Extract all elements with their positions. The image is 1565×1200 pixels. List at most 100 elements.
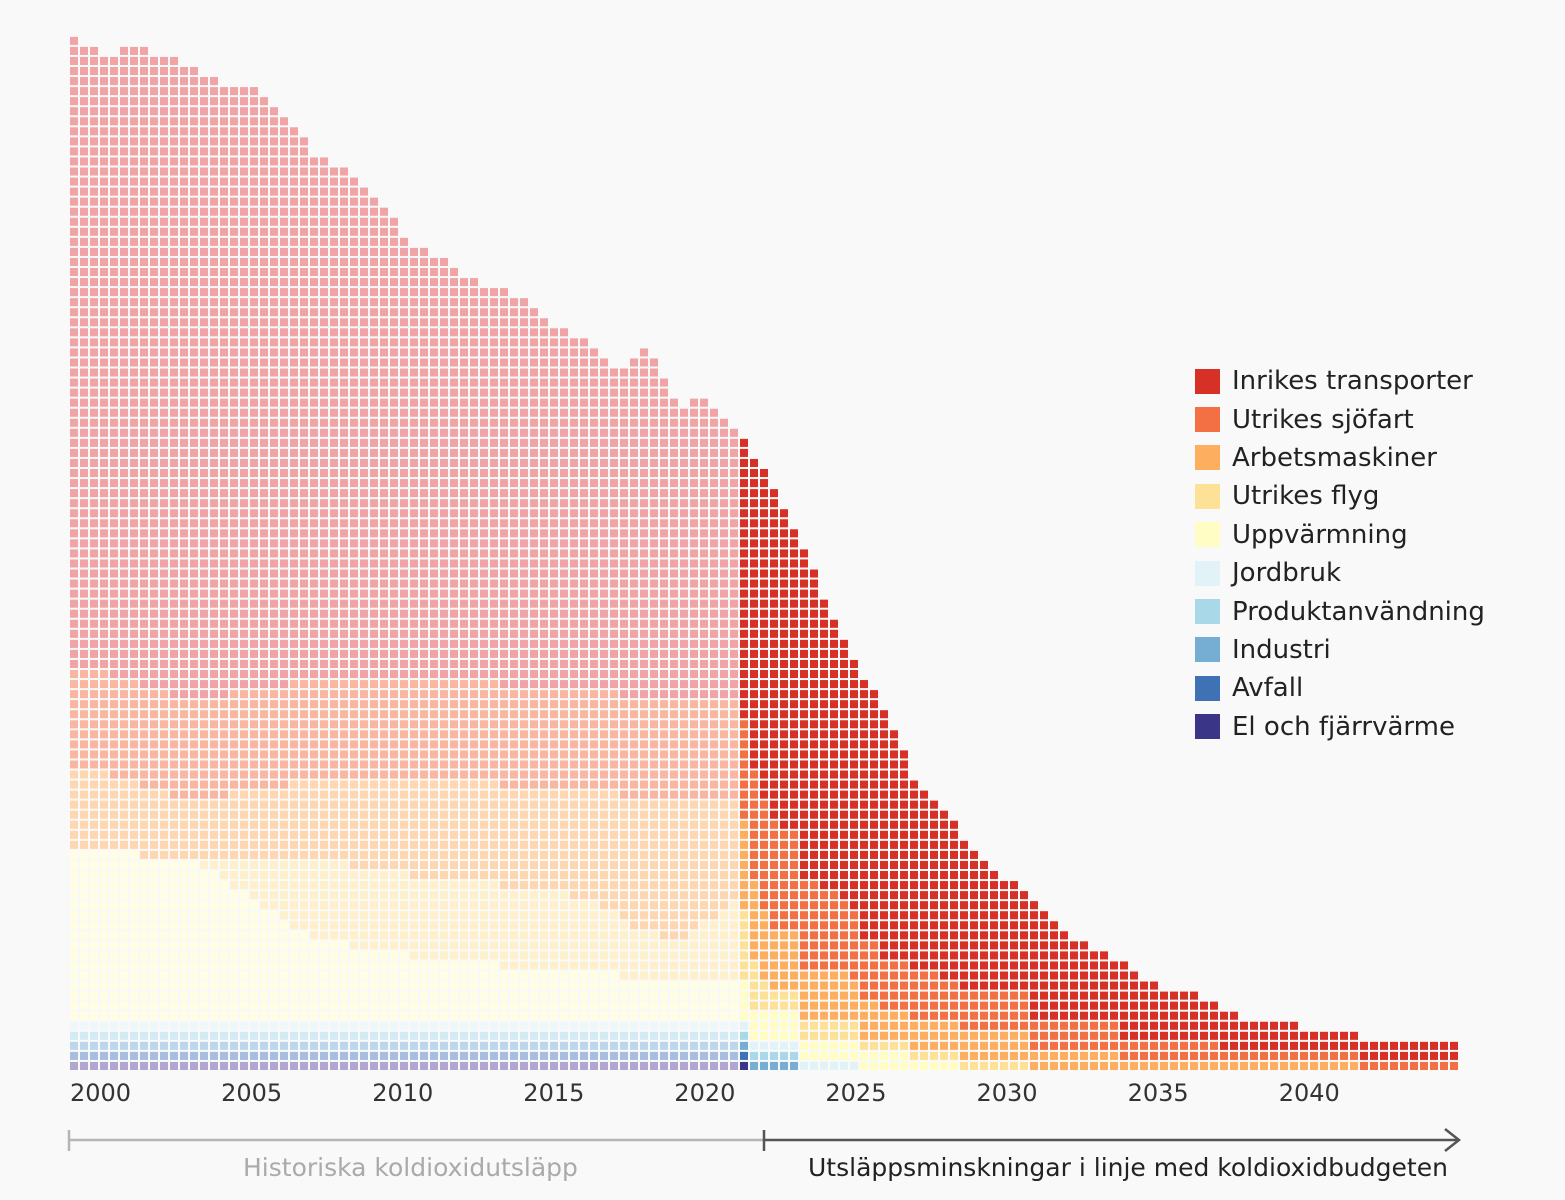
cell-industri — [100, 1041, 108, 1050]
cell-inrikes-transporter — [350, 217, 358, 226]
cell-inrikes-transporter — [200, 619, 208, 628]
cell-inrikes-transporter — [220, 187, 228, 196]
cell-inrikes-transporter — [380, 418, 388, 427]
cell-inrikes-transporter — [260, 539, 268, 548]
cell-utrikes-sjöfart — [190, 740, 198, 749]
cell-inrikes-transporter — [110, 670, 118, 679]
cell-inrikes-transporter — [70, 539, 78, 548]
cell-inrikes-transporter — [330, 519, 338, 528]
cell-utrikes-flyg — [580, 911, 588, 920]
cell-utrikes-flyg — [430, 881, 438, 890]
cell-inrikes-transporter — [70, 589, 78, 598]
cell-avfall — [460, 1051, 468, 1060]
cell-uppvärmning — [450, 971, 458, 980]
cell-inrikes-transporter — [170, 308, 178, 317]
cell-arbetsmaskiner — [150, 850, 158, 859]
cell-utrikes-flyg — [260, 871, 268, 880]
cell-inrikes-transporter — [300, 469, 308, 478]
cell-inrikes-transporter — [420, 569, 428, 578]
cell-inrikes-transporter — [250, 117, 258, 126]
cell-el-och-fjärrvärme — [260, 1061, 268, 1070]
cell-utrikes-sjöfart — [590, 730, 598, 739]
cell-inrikes-transporter — [180, 639, 188, 648]
cell-inrikes-transporter — [360, 509, 368, 518]
cell-inrikes-transporter — [550, 599, 558, 608]
cell-inrikes-transporter — [110, 398, 118, 407]
cell-inrikes-transporter — [470, 559, 478, 568]
cell-inrikes-transporter — [100, 187, 108, 196]
cell-inrikes-transporter — [130, 649, 138, 658]
cell-inrikes-transporter — [510, 348, 518, 357]
cell-inrikes-transporter — [240, 519, 248, 528]
cell-produktanvändning — [560, 1031, 568, 1040]
cell-utrikes-flyg — [300, 871, 308, 880]
cell-inrikes-transporter — [390, 388, 398, 397]
cell-inrikes-transporter — [210, 499, 218, 508]
cell-inrikes-transporter — [560, 348, 568, 357]
cell-arbetsmaskiner — [360, 830, 368, 839]
cell-inrikes-transporter — [330, 398, 338, 407]
cell-inrikes-transporter — [300, 167, 308, 176]
cell-inrikes-transporter — [200, 147, 208, 156]
cell-inrikes-transporter — [140, 107, 148, 116]
cell-inrikes-transporter — [210, 579, 218, 588]
cell-uppvärmning — [320, 981, 328, 990]
cell-jordbruk — [490, 1021, 498, 1030]
cell-uppvärmning — [410, 971, 418, 980]
cell-utrikes-sjöfart — [420, 750, 428, 759]
cell-inrikes-transporter — [260, 137, 268, 146]
cell-inrikes-transporter — [290, 378, 298, 387]
cell-uppvärmning — [210, 941, 218, 950]
cell-inrikes-transporter — [80, 619, 88, 628]
cell-inrikes-transporter — [340, 649, 348, 658]
cell-inrikes-transporter — [440, 649, 448, 658]
cell-arbetsmaskiner — [490, 850, 498, 859]
cell-avfall — [220, 1051, 228, 1060]
cell-inrikes-transporter — [110, 308, 118, 317]
cell-inrikes-transporter — [440, 509, 448, 518]
cell-uppvärmning — [330, 1011, 338, 1020]
cell-utrikes-sjöfart — [160, 740, 168, 749]
cell-uppvärmning — [110, 1001, 118, 1010]
cell-uppvärmning — [150, 1001, 158, 1010]
cell-inrikes-transporter — [510, 579, 518, 588]
cell-inrikes-transporter — [200, 639, 208, 648]
cell-utrikes-sjöfart — [330, 700, 338, 709]
cell-uppvärmning — [160, 941, 168, 950]
cell-inrikes-transporter — [240, 569, 248, 578]
cell-uppvärmning — [140, 991, 148, 1000]
cell-inrikes-transporter — [550, 659, 558, 668]
cell-utrikes-flyg — [460, 881, 468, 890]
cell-inrikes-transporter — [350, 268, 358, 277]
cell-avfall — [340, 1051, 348, 1060]
cell-inrikes-transporter — [430, 569, 438, 578]
cell-inrikes-transporter — [170, 559, 178, 568]
cell-utrikes-flyg — [240, 881, 248, 890]
cell-utrikes-sjöfart — [470, 730, 478, 739]
cell-inrikes-transporter — [550, 539, 558, 548]
cell-inrikes-transporter — [230, 549, 238, 558]
cell-uppvärmning — [240, 891, 248, 900]
cell-inrikes-transporter — [470, 288, 478, 297]
cell-uppvärmning — [110, 991, 118, 1000]
cell-utrikes-sjöfart — [270, 780, 278, 789]
cell-inrikes-transporter — [270, 680, 278, 689]
cell-industri — [510, 1041, 518, 1050]
cell-inrikes-transporter — [510, 428, 518, 437]
cell-inrikes-transporter — [360, 659, 368, 668]
cell-inrikes-transporter — [490, 338, 498, 347]
cell-inrikes-transporter — [600, 559, 608, 568]
cell-inrikes-transporter — [150, 328, 158, 337]
cell-inrikes-transporter — [580, 338, 588, 347]
cell-arbetsmaskiner — [510, 850, 518, 859]
cell-inrikes-transporter — [330, 318, 338, 327]
cell-inrikes-transporter — [460, 619, 468, 628]
cell-avfall — [200, 1051, 208, 1060]
cell-inrikes-transporter — [380, 237, 388, 246]
cell-inrikes-transporter — [580, 619, 588, 628]
cell-inrikes-transporter — [90, 589, 98, 598]
cell-inrikes-transporter — [90, 197, 98, 206]
cell-inrikes-transporter — [290, 217, 298, 226]
cell-utrikes-sjöfart — [460, 700, 468, 709]
cell-inrikes-transporter — [370, 448, 378, 457]
